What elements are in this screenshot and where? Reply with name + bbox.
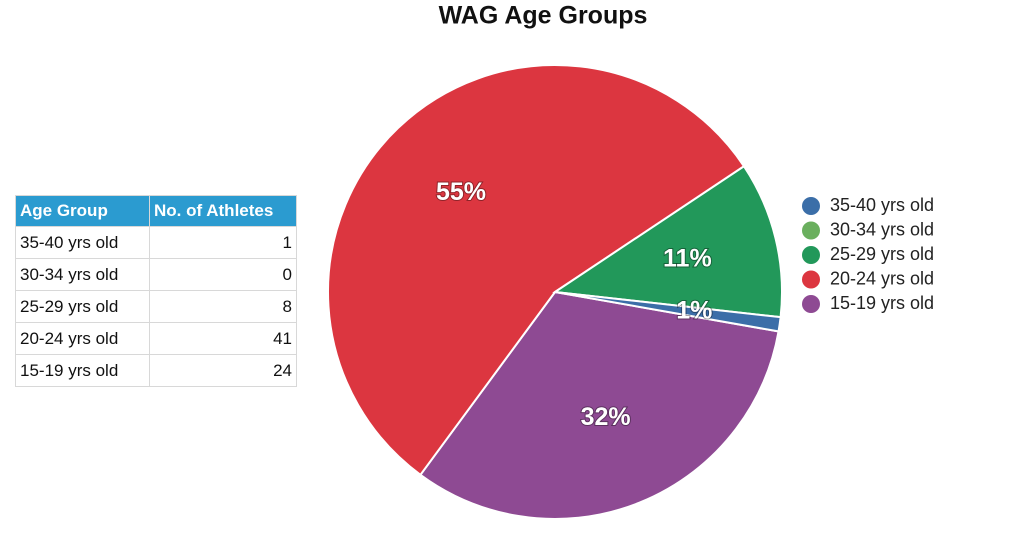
table-cell: 8 — [149, 290, 297, 323]
table-row: 35-40 yrs old 1 — [15, 226, 297, 259]
legend-label: 15-19 yrs old — [830, 293, 934, 313]
legend-marker — [802, 270, 820, 289]
table-header-row: Age Group No. of Athletes — [15, 195, 297, 227]
table-row: 30-34 yrs old 0 — [15, 258, 297, 291]
legend-marker — [802, 246, 820, 264]
table-row: 25-29 yrs old 8 — [15, 290, 297, 323]
legend-marker — [802, 295, 820, 313]
table-cell: 30-34 yrs old — [15, 258, 150, 291]
table-cell: 25-29 yrs old — [15, 290, 150, 323]
table-cell: 24 — [149, 354, 297, 387]
slice-label: 32% — [581, 403, 631, 431]
table-cell: 20-24 yrs old — [15, 322, 150, 355]
slice-label: 11% — [663, 244, 712, 272]
slice-label: 1% — [676, 297, 712, 325]
legend-marker — [802, 221, 820, 240]
slice-label: 55% — [436, 178, 486, 206]
table-cell: 41 — [149, 322, 297, 355]
table-cell: 1 — [149, 226, 297, 259]
legend-marker — [802, 197, 820, 215]
data-table: Age Group No. of Athletes 35-40 yrs old 1 30… — [15, 195, 297, 387]
pie-slice — [327, 63, 746, 477]
table-row: 15-19 yrs old 24 — [15, 354, 297, 387]
legend-label: 30-34 yrs old — [830, 219, 934, 239]
pie-slice — [554, 291, 782, 333]
table-cell: 0 — [149, 258, 297, 291]
pie-slice — [552, 164, 783, 319]
legend-label: 20-24 yrs old — [830, 268, 934, 288]
table-header-cell: No. of Athletes — [149, 195, 297, 227]
table-header-cell: Age Group — [15, 195, 150, 227]
pie-slice — [419, 290, 780, 520]
table-cell: 35-40 yrs old — [15, 226, 150, 259]
legend-label: 35-40 yrs old — [830, 195, 934, 215]
table-cell: 15-19 yrs old — [15, 354, 150, 387]
legend-label: 25-29 yrs old — [830, 244, 934, 264]
chart-title: WAG Age Groups — [439, 2, 648, 30]
table-row: 20-24 yrs old 41 — [15, 322, 297, 355]
